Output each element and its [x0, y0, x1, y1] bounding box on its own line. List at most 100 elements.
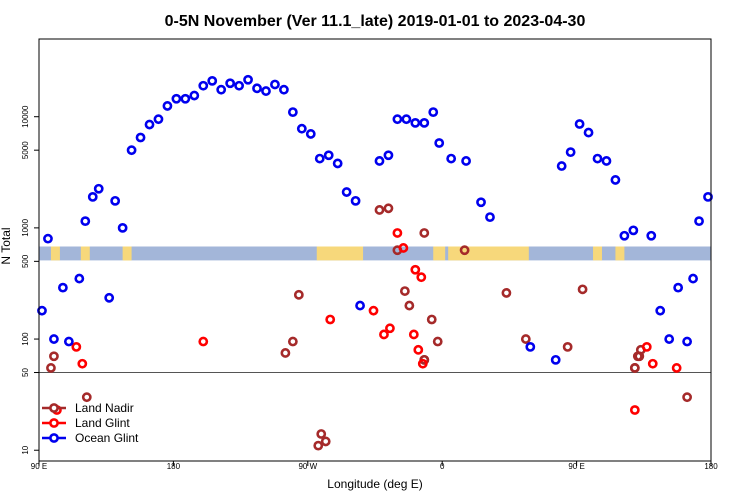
ocean-glint-point [144, 119, 155, 130]
ocean-glint-point [314, 153, 325, 164]
y-tick-label: 500 [21, 254, 30, 268]
land-glint-point [379, 329, 389, 340]
ocean-glint-point [703, 191, 713, 202]
ocean-glint-point [350, 195, 361, 206]
x-tick-label: 90 W [298, 462, 317, 471]
ocean-glint-point [270, 79, 280, 90]
ocean-glint-point [198, 80, 209, 91]
land-glint-point [647, 358, 658, 369]
land-nadir-point [383, 203, 394, 214]
chart-title: 0-5N November (Ver 11.1_late) 2019-01-01… [165, 13, 586, 30]
ocean-glint-point [476, 197, 486, 208]
y-tick-label: 10000 [21, 105, 30, 128]
land-segment [80, 246, 90, 261]
ocean-glint-point [216, 84, 227, 95]
land-nadir-point [426, 314, 437, 325]
ocean-glint-point [162, 101, 173, 111]
ocean-glint-point [135, 132, 146, 143]
land-nadir-point [280, 348, 291, 358]
x-axis: 90 E 180 90 W 0 90 E 180 [31, 461, 718, 471]
land-glint-point [671, 363, 682, 373]
ocean-glint-point [556, 161, 567, 171]
land-glint-point [325, 314, 336, 325]
ocean-glint-point [180, 93, 191, 104]
land-nadir-point [399, 286, 410, 296]
land-glint-point [416, 272, 427, 283]
ocean-glint-point [234, 80, 245, 91]
x-tick-label: 90 E [568, 462, 584, 471]
legend-swatch-marker [49, 403, 59, 413]
ocean-glint-point [419, 117, 430, 128]
ocean-glint-point [392, 114, 403, 125]
ocean-glint-point [682, 336, 693, 347]
ocean-band [39, 246, 711, 261]
legend-swatch-marker [49, 433, 59, 443]
ocean-glint-point [287, 107, 298, 118]
land-nadir-point [459, 245, 470, 256]
land-glint-point [77, 358, 88, 369]
ocean-glint-point [410, 117, 421, 128]
land-glint-point [641, 341, 652, 352]
ocean-glint-point [43, 233, 53, 244]
ocean-glint-point [619, 230, 630, 241]
land-nadir-point [404, 300, 415, 311]
land-segment [433, 246, 446, 261]
ocean-glint-point [461, 156, 471, 166]
data-points [37, 74, 713, 451]
land-nadir-point [501, 288, 512, 298]
ocean-glint-point [279, 84, 289, 95]
ocean-glint-point [63, 336, 74, 347]
ocean-glint-point [655, 305, 666, 316]
land-segment [316, 246, 364, 261]
legend-swatch-marker [49, 418, 59, 428]
y-tick-label: 100 [21, 332, 30, 346]
ocean-glint-point [355, 300, 365, 311]
ocean-glint-point [583, 127, 594, 138]
land-glint-point [629, 405, 640, 415]
land-nadir-point [374, 205, 385, 215]
ocean-glint-point [383, 150, 394, 161]
land-nadir-point [562, 341, 573, 352]
ocean-glint-point [610, 175, 621, 185]
land-glint-point [413, 344, 424, 355]
ocean-glint-point [401, 114, 412, 125]
ocean-glint-point [341, 187, 352, 197]
ocean-glint-point [434, 138, 445, 148]
land-nadir-point [49, 351, 59, 362]
ocean-glint-point [74, 273, 85, 284]
land-nadir-point [316, 429, 327, 439]
y-axis-label: N Total [0, 227, 13, 264]
ocean-glint-point [126, 145, 137, 156]
land-nadir-point [520, 334, 531, 344]
ocean-glint-point [332, 158, 343, 169]
ocean-glint-point [93, 183, 104, 194]
ocean-glint-point [296, 123, 307, 134]
ocean-glint-point [252, 83, 262, 94]
land-nadir-point [419, 228, 430, 238]
ocean-glint-point [628, 225, 639, 236]
land-segment [50, 246, 60, 261]
y-axis: 10 50 100 500 1000 5000 10000 [21, 105, 39, 455]
x-tick-label: 0 [440, 462, 445, 471]
land-glint-point [198, 336, 209, 347]
land-nadir-point [81, 392, 92, 403]
ocean-glint-point [49, 334, 59, 344]
land-glint-point [408, 329, 419, 340]
land-nadir-point [432, 336, 443, 347]
ocean-glint-point [525, 341, 536, 352]
ocean-glint-point [592, 153, 603, 164]
x-tick-label: 90 E [31, 462, 47, 471]
land-glint-point [398, 243, 409, 253]
legend-label: Land Nadir [75, 401, 134, 415]
land-segment [124, 246, 129, 261]
land-segment [593, 246, 602, 261]
land-glint-point [71, 341, 82, 352]
land-glint-point [392, 228, 403, 238]
ocean-glint-point [189, 90, 200, 101]
land-ocean-strip [39, 246, 711, 261]
ocean-glint-point [565, 147, 576, 158]
ocean-glint-point [225, 78, 236, 89]
x-tick-label: 180 [704, 462, 718, 471]
